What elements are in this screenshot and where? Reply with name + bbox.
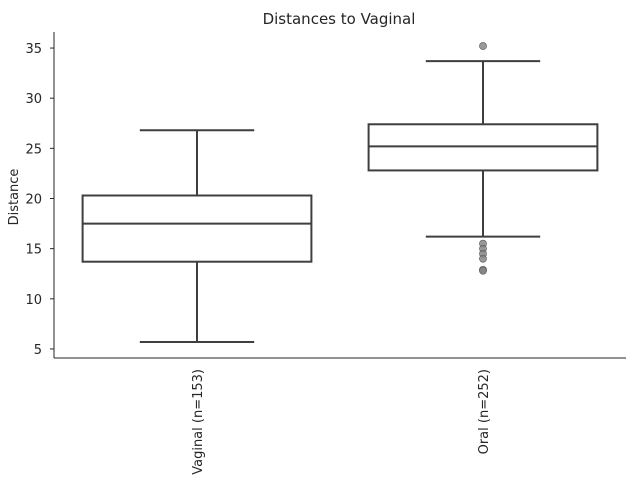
x-tick-label: Oral (n=252): [477, 369, 492, 454]
outlier-point: [479, 266, 487, 275]
chart-title: Distances to Vaginal: [263, 10, 416, 28]
y-tick-label: 30: [25, 92, 42, 107]
x-ticks: Vaginal (n=153) Oral (n=252): [191, 369, 492, 475]
iqr-box: [81, 194, 313, 263]
y-axis-label: Distance: [7, 169, 22, 226]
x-tick-label: Vaginal (n=153): [191, 369, 206, 475]
iqr-box: [367, 123, 599, 172]
y-tick-label: 20: [25, 193, 42, 208]
box-group: [367, 42, 599, 275]
y-tick-label: 35: [25, 42, 42, 57]
y-tick-label: 25: [25, 142, 42, 157]
outlier-point: [479, 42, 487, 50]
box-group: [81, 129, 313, 343]
y-tick-label: 10: [25, 293, 42, 308]
y-ticks: 5 10 15 20 25 30 35: [25, 42, 54, 358]
outlier-point: [479, 254, 487, 263]
y-tick-label: 5: [34, 343, 42, 358]
boxes: [81, 42, 599, 343]
y-tick-label: 15: [25, 243, 42, 258]
